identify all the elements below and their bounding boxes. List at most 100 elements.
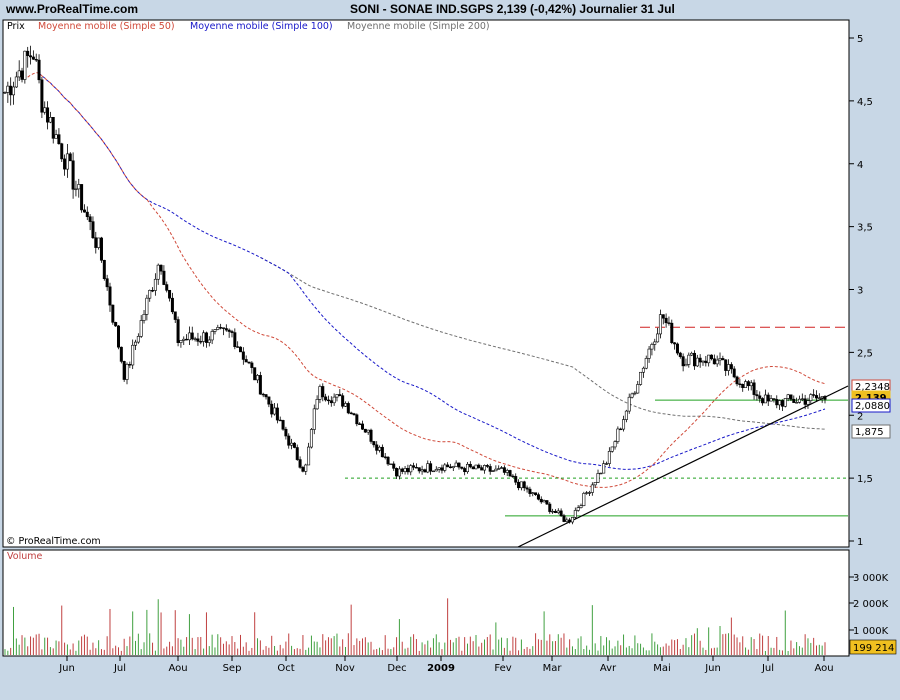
candle-body xyxy=(114,322,118,327)
candle-body xyxy=(156,264,160,280)
candle-body xyxy=(448,466,452,469)
candle-body xyxy=(502,467,506,473)
candle-body xyxy=(474,464,478,470)
candle-body xyxy=(599,472,603,475)
candle-body xyxy=(465,463,469,473)
price-label: 2,0880 xyxy=(855,401,890,412)
volume-last-label: 199 214 xyxy=(853,643,894,654)
candle-body xyxy=(480,467,484,471)
candle-body xyxy=(221,327,225,329)
candle-body xyxy=(65,153,69,170)
candle-body xyxy=(695,357,699,367)
candle-body xyxy=(423,469,427,473)
candle-body xyxy=(253,367,257,381)
candle-body xyxy=(94,237,98,248)
candle-body xyxy=(766,394,770,402)
candle-body xyxy=(329,400,333,404)
candle-body xyxy=(673,342,677,345)
candle-body xyxy=(429,463,433,472)
candle-body xyxy=(446,464,450,468)
candle-body xyxy=(460,466,464,469)
candle-body xyxy=(542,500,546,503)
candle-body xyxy=(661,314,665,319)
candle-body xyxy=(168,289,172,299)
candle-body xyxy=(622,419,626,430)
candle-body xyxy=(434,469,438,472)
candle-body xyxy=(664,317,668,324)
candle-body xyxy=(783,398,787,407)
candle-body xyxy=(34,58,38,61)
candle-body xyxy=(395,468,399,477)
candle-body xyxy=(763,394,767,404)
candle-body xyxy=(744,381,748,388)
candle-body xyxy=(324,396,328,401)
candle-body xyxy=(363,428,367,433)
candle-body xyxy=(667,322,671,324)
candle-body xyxy=(210,331,214,341)
candle-body xyxy=(814,395,818,399)
candle-body xyxy=(14,76,18,88)
candle-body xyxy=(568,519,572,523)
ma50-line xyxy=(27,72,826,488)
y-tick-label: 2 xyxy=(857,411,863,422)
candle-body xyxy=(199,341,203,343)
candle-body xyxy=(749,382,753,387)
volume-last-box xyxy=(849,639,897,655)
candle-body xyxy=(31,56,35,60)
volume-panel xyxy=(2,549,850,657)
candle-body xyxy=(292,442,296,448)
y-tick-label: 3,5 xyxy=(857,223,873,234)
candle-body xyxy=(483,465,487,471)
candle-body xyxy=(536,494,540,500)
candle-body xyxy=(624,410,628,420)
x-tick-label: 2009 xyxy=(427,663,455,674)
candle-body xyxy=(755,394,759,397)
candle-body xyxy=(468,463,472,468)
candle-body xyxy=(321,386,325,398)
candle-body xyxy=(735,376,739,385)
candle-body xyxy=(60,143,64,160)
candle-body xyxy=(778,400,782,406)
candle-body xyxy=(80,184,84,211)
candle-body xyxy=(216,327,220,330)
candle-body xyxy=(224,328,228,331)
candle-body xyxy=(187,332,191,341)
candle-body xyxy=(616,428,620,442)
candle-body xyxy=(185,338,189,341)
candle-body xyxy=(3,92,7,94)
candle-body xyxy=(204,332,208,343)
candle-body xyxy=(812,394,816,396)
candle-body xyxy=(522,481,526,489)
candle-body xyxy=(559,510,563,516)
x-tick-label: Sep xyxy=(223,663,242,674)
candle-body xyxy=(775,399,779,406)
candle-body xyxy=(275,407,279,421)
candle-body xyxy=(122,361,126,380)
candle-body xyxy=(724,359,728,371)
candle-body xyxy=(451,466,455,469)
copyright: © ProRealTime.com xyxy=(6,536,101,547)
candle-body xyxy=(800,398,804,400)
candle-body xyxy=(145,297,149,315)
candle-body xyxy=(457,462,461,468)
candle-body xyxy=(511,475,515,478)
candle-body xyxy=(690,352,694,356)
candle-body xyxy=(471,466,475,470)
candle-body xyxy=(681,356,685,367)
candle-body xyxy=(54,134,58,139)
candle-body xyxy=(633,392,637,395)
price-label: 1,875 xyxy=(855,427,884,438)
candle-body xyxy=(684,364,688,367)
candle-body xyxy=(159,264,163,272)
candle-body xyxy=(412,465,416,468)
volume-axis: 3 000K 2 000K 1 000K 199 214 xyxy=(849,573,897,655)
candle-body xyxy=(403,468,407,472)
candle-body xyxy=(131,344,135,366)
site-title: www.ProRealTime.com xyxy=(6,2,139,16)
candle-body xyxy=(431,470,435,473)
candle-body xyxy=(134,341,138,346)
candle-body xyxy=(355,414,359,425)
price-label-box xyxy=(851,424,891,439)
candle-body xyxy=(494,468,498,472)
candle-body xyxy=(769,398,773,402)
